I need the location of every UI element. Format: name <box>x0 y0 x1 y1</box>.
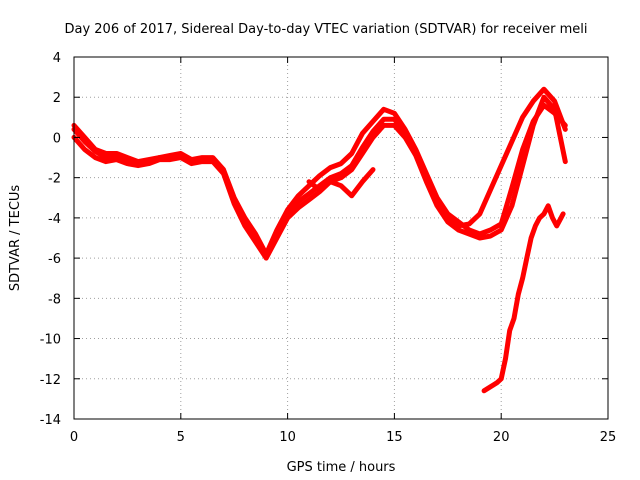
y-tick-label: -8 <box>48 292 61 307</box>
y-axis-label: SDTVAR / TECUs <box>8 185 23 292</box>
y-tick-label: -4 <box>48 212 61 227</box>
plot-frame <box>73 56 609 420</box>
x-tick-label: 20 <box>493 430 510 445</box>
y-tick-label: -2 <box>48 172 61 187</box>
chart-title: Day 206 of 2017, Sidereal Day-to-day VTE… <box>64 22 587 37</box>
x-axis-label: GPS time / hours <box>287 460 396 475</box>
series-line-track-5 <box>481 203 566 394</box>
tick-layer: 0 5 10 15 20 25 -14 -12 -10 -8 -6 -4 -2 0 2 4 <box>40 51 617 445</box>
series-layer <box>71 86 568 394</box>
y-tick-label: -12 <box>40 373 61 388</box>
y-tick-label: -14 <box>40 413 61 428</box>
y-tick-label: -10 <box>40 333 61 348</box>
x-tick-label: 10 <box>279 430 296 445</box>
y-tick-label: 4 <box>53 51 61 66</box>
x-tick-label: 15 <box>386 430 403 445</box>
y-tick-label: 0 <box>53 131 61 146</box>
y-tick-label: -6 <box>48 252 61 267</box>
y-tick-label: 2 <box>53 91 61 106</box>
x-tick-label: 0 <box>70 430 78 445</box>
x-tick-label: 25 <box>600 430 617 445</box>
x-tick-label: 5 <box>177 430 185 445</box>
series-line-track-3 <box>71 86 568 259</box>
series-line-track-4 <box>306 167 376 199</box>
